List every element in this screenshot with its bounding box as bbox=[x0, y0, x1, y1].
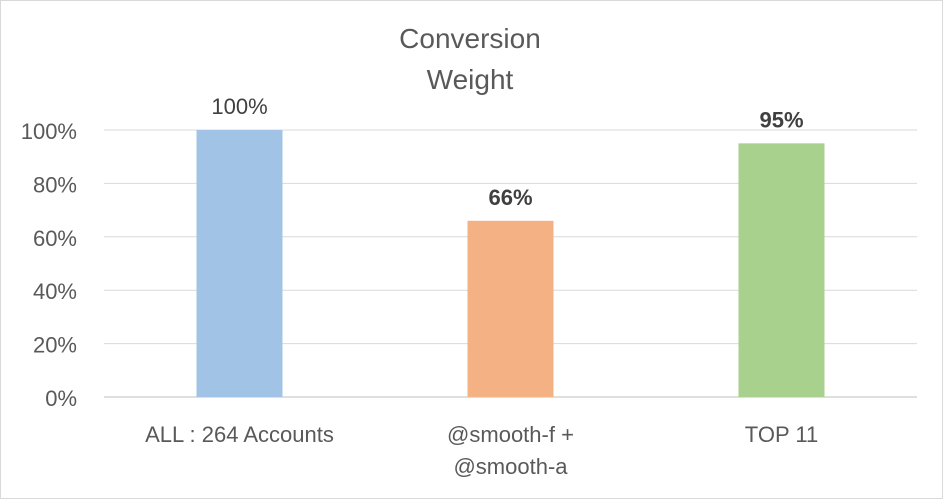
data-label: 95% bbox=[759, 107, 803, 132]
bars bbox=[196, 130, 825, 397]
data-labels: 100% 66% 95% bbox=[211, 94, 803, 210]
x-category-label: TOP 11 bbox=[745, 422, 818, 447]
data-label: 66% bbox=[488, 185, 532, 210]
x-axis-labels: ALL : 264 Accounts @smooth-f + @smooth-a TO… bbox=[145, 422, 818, 479]
bar bbox=[467, 220, 554, 397]
y-axis-ticks: 0% 20% 40% 60% 80% 100% bbox=[21, 119, 77, 411]
x-category-label: @smooth-a bbox=[453, 454, 568, 479]
y-tick-label: 60% bbox=[33, 226, 77, 251]
chart-title-line-1: Conversion bbox=[399, 23, 541, 54]
y-tick-label: 100% bbox=[21, 119, 77, 144]
y-tick-label: 0% bbox=[45, 386, 77, 411]
x-category-label: ALL : 264 Accounts bbox=[145, 422, 334, 447]
chart-title-line-2: Weight bbox=[427, 64, 514, 95]
y-tick-label: 40% bbox=[33, 279, 77, 304]
y-tick-label: 20% bbox=[33, 333, 77, 358]
bar bbox=[738, 143, 825, 397]
data-label: 100% bbox=[211, 94, 267, 119]
y-tick-label: 80% bbox=[33, 172, 77, 197]
x-category-label: @smooth-f + bbox=[447, 422, 574, 447]
bar bbox=[196, 130, 283, 397]
